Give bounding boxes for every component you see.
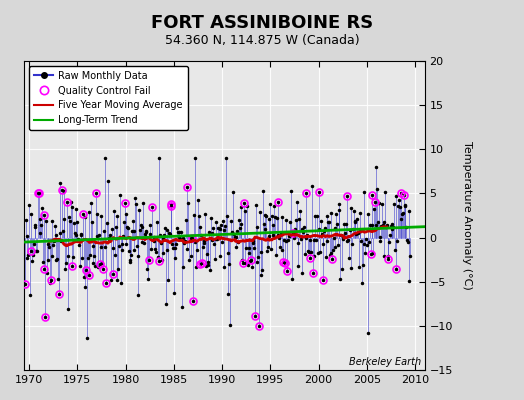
- Legend: Raw Monthly Data, Quality Control Fail, Five Year Moving Average, Long-Term Tren: Raw Monthly Data, Quality Control Fail, …: [29, 66, 188, 130]
- Text: Berkeley Earth: Berkeley Earth: [348, 357, 421, 367]
- Text: 54.360 N, 114.875 W (Canada): 54.360 N, 114.875 W (Canada): [165, 34, 359, 47]
- Text: FORT ASSINIBOINE RS: FORT ASSINIBOINE RS: [151, 14, 373, 32]
- Y-axis label: Temperature Anomaly (°C): Temperature Anomaly (°C): [462, 141, 472, 290]
